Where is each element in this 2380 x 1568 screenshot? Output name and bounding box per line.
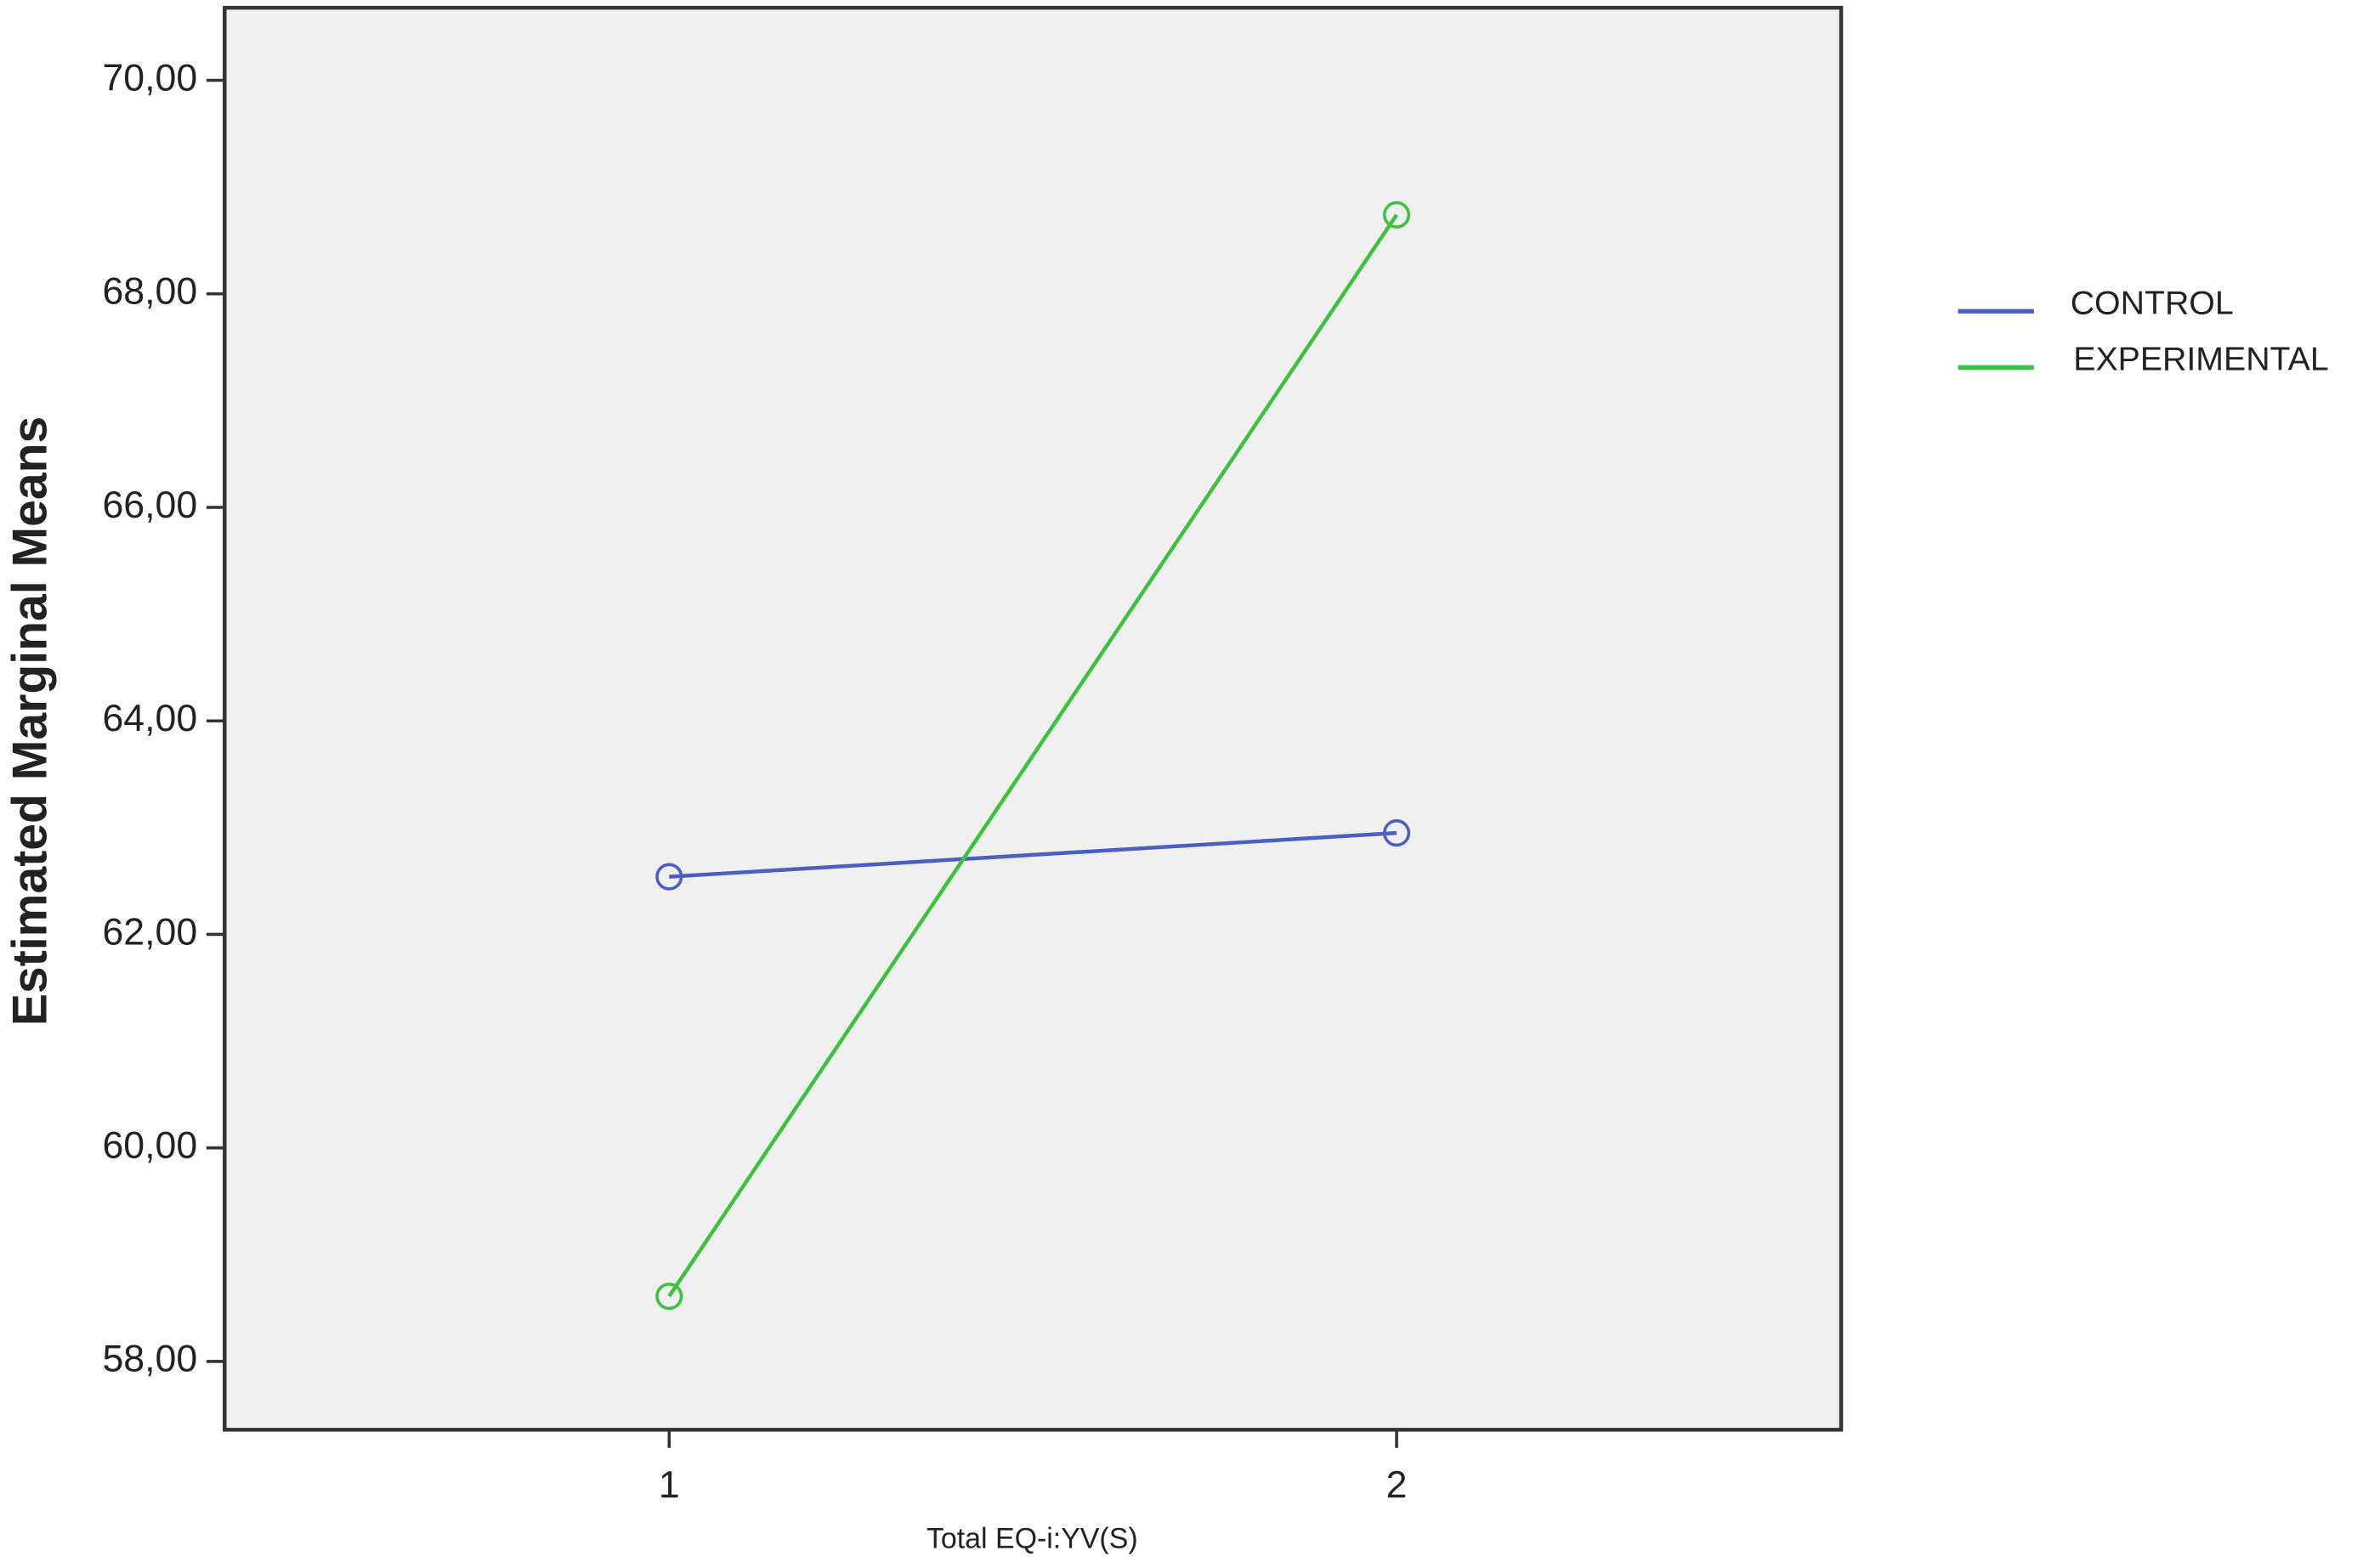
y-tick-label: 60,00 <box>102 1124 197 1166</box>
legend-label: EXPERIMENTAL <box>2073 341 2328 378</box>
series-line <box>669 830 1397 879</box>
y-tick-label: 62,00 <box>102 911 197 953</box>
x-tick-label: 2 <box>1386 1464 1408 1506</box>
x-axis-label: Total EQ-i:YV(S) <box>926 1523 1138 1555</box>
y-tick-label: 64,00 <box>102 698 197 739</box>
x-tick-label: 1 <box>659 1464 680 1506</box>
series-line <box>667 213 1398 1298</box>
plot-area <box>223 5 1844 1432</box>
y-tick-label: 68,00 <box>102 271 197 313</box>
y-tick-label: 58,00 <box>102 1339 197 1380</box>
y-tick-label: 70,00 <box>102 57 197 99</box>
legend-label: CONTROL <box>2071 284 2234 321</box>
data-point <box>1383 201 1411 229</box>
y-axis-label: Estimated Marginal Means <box>3 416 57 1026</box>
data-point <box>655 1282 683 1310</box>
data-point <box>655 863 683 891</box>
y-tick-label: 66,00 <box>102 484 197 526</box>
data-point <box>1383 819 1411 847</box>
